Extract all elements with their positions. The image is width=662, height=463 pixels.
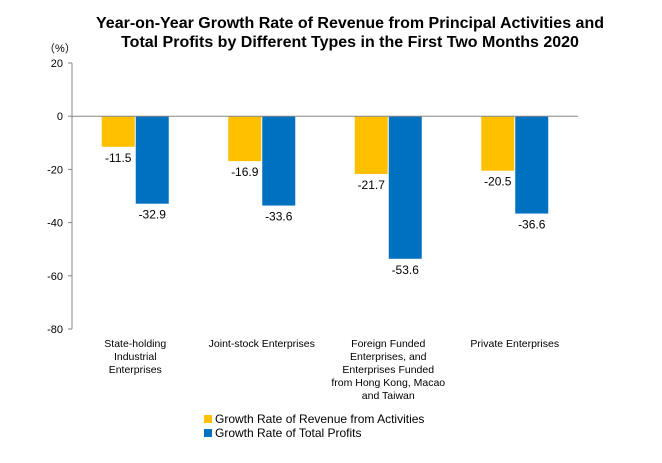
data-label-revenue: -16.9	[231, 165, 259, 179]
bar-profits	[262, 116, 296, 206]
y-tick-label: -40	[47, 218, 63, 230]
category-label-line: and Taiwan	[361, 390, 415, 402]
category-label: Private Enterprises	[455, 338, 575, 351]
category-label-line: from Hong Kong, Macao	[331, 377, 446, 389]
bar-revenue	[228, 116, 262, 162]
y-tick-label: -80	[47, 324, 63, 336]
bar-profits	[388, 116, 422, 259]
data-label-profits: -32.9	[139, 208, 167, 222]
category-label-line: Industrial	[113, 351, 157, 363]
data-label-profits: -36.6	[518, 218, 546, 232]
data-label-profits: -33.6	[265, 210, 293, 224]
chart-title: Year-on-Year Growth Rate of Revenue from…	[80, 14, 620, 52]
chart-title-line-1: Year-on-Year Growth Rate of Revenue from…	[96, 15, 604, 32]
y-tick-label: -20	[47, 164, 63, 176]
category-label-line: Enterprises Funded	[342, 364, 435, 376]
legend-label-revenue: Growth Rate of Revenue from Activities	[215, 412, 425, 426]
y-tick-label: 20	[51, 58, 63, 70]
data-label-profits: -53.6	[392, 263, 420, 277]
bar-revenue	[354, 116, 388, 174]
legend-label-profits: Growth Rate of Total Profits	[215, 426, 362, 440]
bar-profits	[135, 116, 169, 204]
chart-title-line-2: Total Profits by Different Types in the …	[121, 34, 579, 51]
legend-item-profits: Growth Rate of Total Profits	[204, 426, 362, 440]
legend-item-revenue: Growth Rate of Revenue from Activities	[204, 412, 424, 426]
data-label-revenue: -11.5	[105, 151, 132, 165]
bar-profits	[515, 116, 549, 214]
legend-swatch-revenue	[204, 415, 212, 423]
category-label-line: Joint-stock Enterprises	[208, 338, 315, 350]
legend-swatch-profits	[204, 429, 212, 437]
y-tick-label: -60	[47, 271, 63, 283]
category-label-line: State-holding	[104, 338, 167, 350]
category-label: Foreign Funded Enterprises, and Enterprise…	[328, 338, 448, 403]
bar-revenue	[481, 116, 515, 171]
category-label: State-holding Industrial Enterprises	[75, 338, 195, 377]
category-label-line: Enterprises	[108, 364, 162, 376]
category-label-line: Foreign Funded	[351, 338, 426, 350]
data-label-revenue: -20.5	[484, 175, 512, 189]
bar-revenue	[101, 116, 135, 147]
category-label: Joint-stock Enterprises	[202, 338, 322, 351]
y-tick-label: 0	[57, 111, 63, 123]
category-label-line: Enterprises, and	[350, 351, 427, 363]
data-label-revenue: -21.7	[358, 178, 386, 192]
y-axis-unit: （%）	[44, 43, 76, 55]
category-label-line: Private Enterprises	[470, 338, 560, 350]
